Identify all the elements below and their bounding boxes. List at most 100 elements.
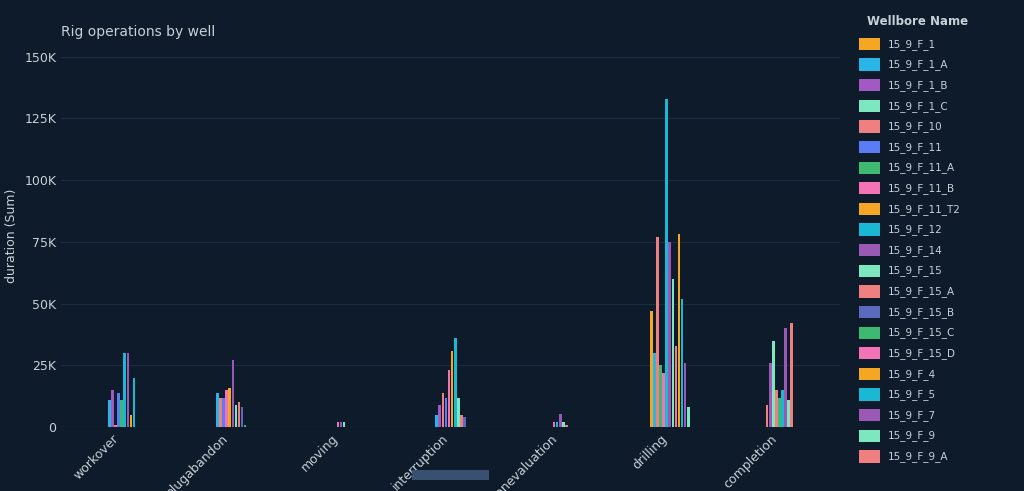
FancyBboxPatch shape bbox=[858, 368, 880, 380]
Bar bbox=[775, 390, 777, 427]
Bar bbox=[219, 398, 222, 427]
Text: 15_9_F_9_A: 15_9_F_9_A bbox=[888, 451, 948, 462]
Bar bbox=[238, 403, 241, 427]
Text: Rig operations by well: Rig operations by well bbox=[61, 25, 216, 39]
Bar bbox=[441, 393, 444, 427]
Text: 15_9_F_15_B: 15_9_F_15_B bbox=[888, 307, 955, 318]
Bar bbox=[130, 415, 132, 427]
Bar bbox=[234, 405, 238, 427]
Bar bbox=[684, 363, 686, 427]
Bar bbox=[435, 415, 438, 427]
FancyBboxPatch shape bbox=[858, 244, 880, 256]
Text: 15_9_F_11_B: 15_9_F_11_B bbox=[888, 183, 955, 194]
Bar bbox=[791, 324, 793, 427]
Text: 15_9_F_9: 15_9_F_9 bbox=[888, 431, 936, 441]
Text: 15_9_F_14: 15_9_F_14 bbox=[888, 245, 943, 256]
FancyBboxPatch shape bbox=[858, 347, 880, 359]
Bar bbox=[562, 422, 564, 427]
Text: 15_9_F_1_A: 15_9_F_1_A bbox=[888, 59, 948, 70]
Text: 15_9_F_1_C: 15_9_F_1_C bbox=[888, 101, 949, 111]
Text: 15_9_F_7: 15_9_F_7 bbox=[888, 410, 936, 421]
Y-axis label: duration (Sum): duration (Sum) bbox=[5, 189, 17, 283]
Text: 15_9_F_10: 15_9_F_10 bbox=[888, 121, 943, 132]
Bar bbox=[463, 417, 466, 427]
Bar bbox=[781, 390, 783, 427]
Text: 15_9_F_11_A: 15_9_F_11_A bbox=[888, 163, 955, 173]
Bar bbox=[340, 422, 342, 427]
Bar bbox=[559, 413, 561, 427]
Text: 15_9_F_12: 15_9_F_12 bbox=[888, 224, 943, 235]
FancyBboxPatch shape bbox=[412, 470, 489, 480]
FancyBboxPatch shape bbox=[858, 100, 880, 112]
FancyBboxPatch shape bbox=[858, 120, 880, 133]
Bar bbox=[216, 393, 219, 427]
Bar bbox=[444, 398, 447, 427]
Bar bbox=[663, 373, 665, 427]
FancyBboxPatch shape bbox=[858, 79, 880, 91]
Bar bbox=[666, 99, 668, 427]
Text: 15_9_F_1: 15_9_F_1 bbox=[888, 39, 936, 50]
Bar bbox=[241, 408, 244, 427]
Bar bbox=[127, 353, 129, 427]
Bar bbox=[343, 422, 345, 427]
Bar bbox=[553, 422, 555, 427]
Bar bbox=[454, 338, 457, 427]
Bar bbox=[112, 390, 114, 427]
FancyBboxPatch shape bbox=[858, 430, 880, 442]
FancyBboxPatch shape bbox=[858, 203, 880, 215]
FancyBboxPatch shape bbox=[858, 58, 880, 71]
FancyBboxPatch shape bbox=[858, 38, 880, 50]
FancyBboxPatch shape bbox=[858, 265, 880, 277]
Text: 15_9_F_11_T2: 15_9_F_11_T2 bbox=[888, 204, 962, 215]
Bar bbox=[650, 311, 652, 427]
Bar bbox=[451, 351, 454, 427]
FancyBboxPatch shape bbox=[858, 450, 880, 463]
Bar bbox=[681, 299, 683, 427]
Bar bbox=[769, 363, 771, 427]
FancyBboxPatch shape bbox=[858, 223, 880, 236]
Text: Wellbore Name: Wellbore Name bbox=[867, 15, 969, 27]
Text: 15_9_F_15_D: 15_9_F_15_D bbox=[888, 348, 956, 359]
Bar bbox=[787, 400, 790, 427]
Bar bbox=[231, 360, 234, 427]
Bar bbox=[556, 422, 558, 427]
Text: 15_9_F_4: 15_9_F_4 bbox=[888, 369, 936, 380]
Bar bbox=[109, 400, 111, 427]
Text: 15_9_F_5: 15_9_F_5 bbox=[888, 389, 936, 400]
Bar bbox=[115, 425, 117, 427]
Bar bbox=[784, 328, 786, 427]
Text: 15_9_F_15_C: 15_9_F_15_C bbox=[888, 327, 955, 338]
FancyBboxPatch shape bbox=[858, 306, 880, 318]
Bar bbox=[438, 405, 441, 427]
Bar bbox=[124, 353, 126, 427]
FancyBboxPatch shape bbox=[858, 162, 880, 174]
FancyBboxPatch shape bbox=[858, 285, 880, 298]
FancyBboxPatch shape bbox=[858, 182, 880, 194]
Bar bbox=[225, 390, 228, 427]
Text: 15_9_F_15: 15_9_F_15 bbox=[888, 266, 943, 276]
Bar bbox=[659, 365, 662, 427]
Bar bbox=[457, 398, 460, 427]
Bar bbox=[118, 393, 120, 427]
Bar bbox=[672, 279, 674, 427]
Bar bbox=[447, 370, 451, 427]
Bar bbox=[687, 408, 689, 427]
Bar bbox=[133, 378, 135, 427]
Bar bbox=[653, 353, 655, 427]
Bar bbox=[678, 234, 680, 427]
FancyBboxPatch shape bbox=[858, 409, 880, 421]
Bar bbox=[675, 346, 677, 427]
Bar bbox=[244, 425, 247, 427]
Bar bbox=[669, 242, 671, 427]
Bar bbox=[228, 387, 231, 427]
Bar bbox=[460, 415, 463, 427]
Text: 15_9_F_1_B: 15_9_F_1_B bbox=[888, 80, 948, 91]
Text: 15_9_F_15_A: 15_9_F_15_A bbox=[888, 286, 955, 297]
Bar bbox=[772, 341, 774, 427]
FancyBboxPatch shape bbox=[858, 388, 880, 401]
Bar bbox=[337, 422, 339, 427]
Bar bbox=[778, 398, 780, 427]
Bar bbox=[565, 425, 567, 427]
Bar bbox=[766, 405, 768, 427]
Bar bbox=[121, 400, 123, 427]
